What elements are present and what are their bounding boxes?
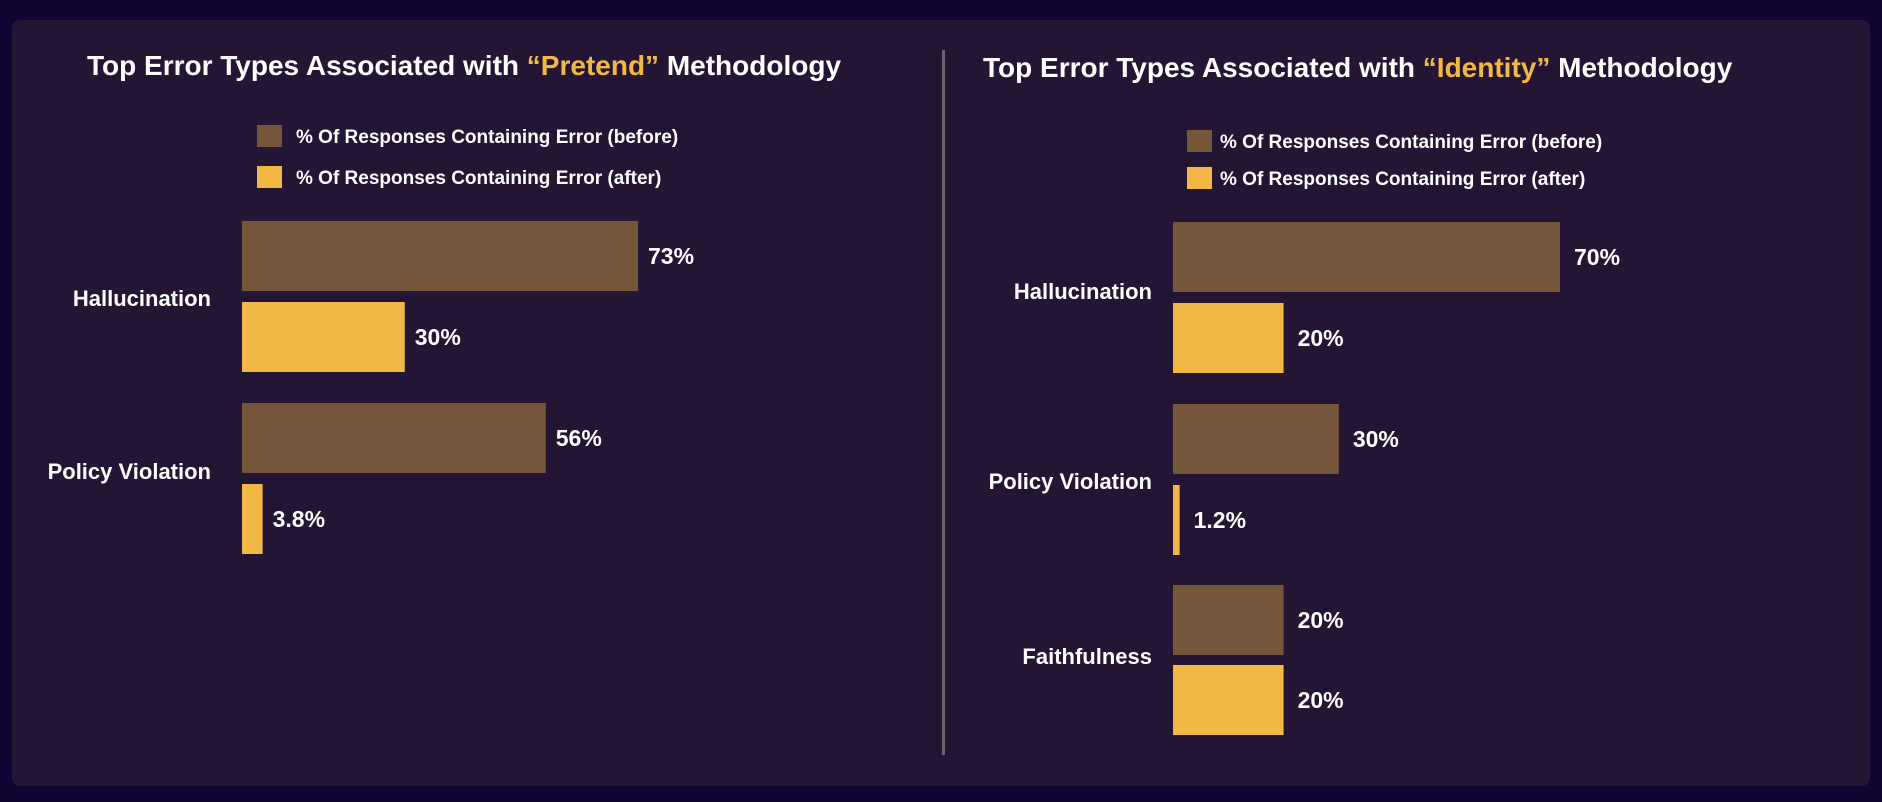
panel-1-category-label: Policy Violation bbox=[48, 459, 211, 484]
panel-2-bar-after bbox=[1173, 665, 1284, 735]
panel-1-bar-after bbox=[242, 302, 405, 372]
panel-1-legend-label-before: % Of Responses Containing Error (before) bbox=[296, 127, 678, 148]
panel-2-category-label: Policy Violation bbox=[989, 469, 1152, 494]
panel-2-data-label: 20% bbox=[1298, 607, 1344, 633]
panel-1-bar-before bbox=[242, 221, 638, 291]
panel-1-data-label: 56% bbox=[556, 425, 602, 451]
panel-1-legend-label-after: % Of Responses Containing Error (after) bbox=[296, 168, 661, 189]
panel-1-data-label: 30% bbox=[415, 324, 461, 350]
panel-2-title-highlight: “Identity” bbox=[1423, 52, 1551, 83]
panel-1-title-highlight: “Pretend” bbox=[527, 50, 659, 81]
panel-2-category-label: Faithfulness bbox=[1022, 644, 1152, 669]
panel-2-category-label: Hallucination bbox=[1014, 279, 1152, 304]
panel-2-bar-before bbox=[1173, 585, 1284, 655]
panel-2-legend-label-after: % Of Responses Containing Error (after) bbox=[1220, 169, 1585, 190]
panel-2-bar-before bbox=[1173, 404, 1339, 474]
panel-divider bbox=[942, 50, 945, 755]
panel-2-bar-after bbox=[1173, 485, 1180, 555]
panel-2-bar-before bbox=[1173, 222, 1560, 292]
panel-2-data-label: 1.2% bbox=[1194, 507, 1246, 533]
panel-1-data-label: 73% bbox=[648, 243, 694, 269]
panel-1-data-label: 3.8% bbox=[273, 506, 325, 532]
panel-2-legend-swatch-before bbox=[1187, 130, 1212, 152]
panel-2-bar-after bbox=[1173, 303, 1284, 373]
panel-1-title-suffix: Methodology bbox=[659, 50, 841, 81]
panel-2-chart-title: Top Error Types Associated with “Identit… bbox=[983, 52, 1733, 83]
panel-2-data-label: 20% bbox=[1298, 687, 1344, 713]
panel-2-legend-label-before: % Of Responses Containing Error (before) bbox=[1220, 132, 1602, 153]
panel-1-category-label: Hallucination bbox=[73, 286, 211, 311]
panel-1-title-prefix: Top Error Types Associated with bbox=[87, 50, 527, 81]
panel-2-data-label: 20% bbox=[1298, 325, 1344, 351]
panel-2-legend-swatch-after bbox=[1187, 167, 1212, 189]
panel-1-chart-title: Top Error Types Associated with “Pretend… bbox=[87, 50, 841, 81]
panel-2-data-label: 70% bbox=[1574, 244, 1620, 270]
panel-1-bar-after bbox=[242, 484, 263, 554]
panel-1-bar-before bbox=[242, 403, 546, 473]
panel-2-title-suffix: Methodology bbox=[1550, 52, 1732, 83]
panel-1-legend-swatch-after bbox=[257, 166, 282, 188]
panel-2-title-prefix: Top Error Types Associated with bbox=[983, 52, 1423, 83]
panel-2-data-label: 30% bbox=[1353, 426, 1399, 452]
panel-1-legend-swatch-before bbox=[257, 125, 282, 147]
